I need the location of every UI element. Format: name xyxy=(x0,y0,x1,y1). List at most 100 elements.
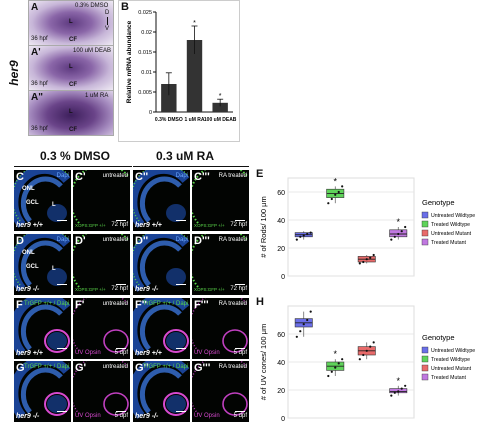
row-header-rule-ra xyxy=(133,166,249,167)
panel-label: F xyxy=(16,299,23,311)
retina-illustration xyxy=(14,298,71,356)
genotype-label: her9 -/- xyxy=(135,413,159,420)
retina-illustration xyxy=(192,298,248,353)
uv-opsin-ring xyxy=(163,329,189,353)
uv-opsin-signal xyxy=(192,298,248,352)
anat-l-label: L xyxy=(69,109,73,115)
data-point xyxy=(334,193,337,196)
treatment-label: RA treated xyxy=(218,364,247,370)
micrograph-panel: D'' Dapi her9 -/- xyxy=(133,234,190,295)
retina-illustration xyxy=(14,234,71,292)
reporter-label: XOPS:GFP +/+ xyxy=(194,287,225,292)
panel-label-a-prime: A' xyxy=(31,47,41,58)
data-point xyxy=(362,353,365,357)
data-point xyxy=(365,349,368,352)
timepoint-label: 5 dpf xyxy=(233,413,247,419)
uv-opsin-ring xyxy=(163,392,189,416)
micrograph-panel: C'' Dapi her9 +/+ xyxy=(133,170,190,231)
data-point xyxy=(302,323,305,326)
scale-bar xyxy=(176,348,186,349)
scale-bar xyxy=(116,348,126,349)
retina-illustration xyxy=(14,170,71,228)
data-point xyxy=(400,230,403,233)
timepoint-label: 5 dpf xyxy=(114,350,128,356)
y-tick-label: 60 xyxy=(277,332,285,339)
micrograph-panel: D' untreated XOPS:GFP +/+ 72 hpf xyxy=(73,234,130,295)
data-point xyxy=(309,310,312,313)
panel-label: G'' xyxy=(135,362,149,374)
panel-label: F''' xyxy=(194,299,209,311)
stain-label: TrGFP +/+ / Dapi xyxy=(143,301,189,307)
uv-opsin-signal xyxy=(73,361,129,415)
chart-b-significance-star: * xyxy=(193,20,196,27)
axis-v-label: V xyxy=(105,26,110,32)
axis-arrow xyxy=(107,17,108,25)
lens xyxy=(166,268,186,286)
embryo-image-deab: A' 100 uM DEAB L 36 hpf CF xyxy=(28,45,114,91)
scale-bar xyxy=(176,220,186,221)
panel-label: F'' xyxy=(135,299,147,311)
layer-label-gcl: GCL xyxy=(26,200,39,206)
panel-label-a-double-prime: A" xyxy=(31,92,43,103)
retina-illustration xyxy=(14,361,71,419)
data-point xyxy=(306,318,309,322)
data-point xyxy=(404,384,407,387)
stain-label: TrGFP +/+ / Dapi xyxy=(24,364,70,370)
chart-b-y-tick-label: 0.01 xyxy=(141,70,152,76)
layer-label-onl: ONL xyxy=(22,186,35,192)
data-point xyxy=(393,391,396,394)
data-point xyxy=(358,358,361,361)
scale-bar xyxy=(116,220,126,221)
lens xyxy=(166,204,186,222)
chart-h-svg: 0 20 40 60 # of UV cones/ 100 μm * * Genotype Un… xyxy=(259,305,475,423)
micrograph-panel: F'' TrGFP +/+ / Dapi her9 +/+ xyxy=(133,298,190,359)
y-axis-label: # of UV cones/ 100 μm xyxy=(259,324,268,400)
data-point xyxy=(334,366,337,369)
scale-bar xyxy=(235,220,245,221)
y-tick-label: 20 xyxy=(277,246,285,253)
layer-label-gcl: GCL xyxy=(26,264,39,270)
treatment-label: untreated xyxy=(102,364,128,370)
y-tick-label: 0 xyxy=(281,416,285,423)
lens xyxy=(47,332,67,350)
data-point xyxy=(295,238,298,241)
y-axis-label: # of Rods/ 100 μm xyxy=(259,196,268,257)
opsin-label: UV Opsin xyxy=(75,413,101,419)
panel-label: C'' xyxy=(135,171,149,183)
panel-label: G''' xyxy=(194,362,211,374)
panel-label: C xyxy=(16,171,24,183)
condition-label: 1 uM RA xyxy=(85,93,109,99)
data-point xyxy=(330,197,333,201)
retina-inner-layer xyxy=(20,304,63,351)
scale-bar xyxy=(116,284,126,285)
stain-label: TrGFP +/+ / Dapi xyxy=(143,364,189,370)
retina-illustration xyxy=(133,298,190,356)
retina-illustration xyxy=(133,170,190,228)
panel-label-a: A xyxy=(31,2,39,13)
legend-swatch xyxy=(421,238,429,246)
scale-bar xyxy=(57,411,67,412)
stain-label: Dapi xyxy=(175,173,188,179)
data-point xyxy=(341,185,344,188)
legend-label: Untreated Wildtype xyxy=(431,348,475,354)
legend-label: Untreated Mutant xyxy=(431,231,472,237)
retina-illustration xyxy=(192,361,248,416)
condition-label: 100 uM DEAB xyxy=(73,48,112,54)
treatment-label: untreated xyxy=(102,173,128,179)
chart-b-category-label: 0.3% DMSO xyxy=(155,117,183,123)
stain-label: Dapi xyxy=(56,237,69,243)
opsin-label: UV Opsin xyxy=(194,350,220,356)
y-tick-label: 40 xyxy=(277,360,285,367)
condition-label: 0.3% DMSO xyxy=(75,3,109,9)
micrograph-panel: D Dapi her9 -/- ONL GCL L xyxy=(14,234,71,295)
timepoint-label: 72 hpf xyxy=(230,286,247,292)
retina-illustration xyxy=(73,298,129,353)
chart-b-y-tick-label: 0.015 xyxy=(138,50,152,56)
legend-swatch xyxy=(421,229,429,237)
retina-outer-layer xyxy=(133,361,190,419)
legend-label: Treated Wildtype xyxy=(431,222,470,228)
opsin-label: UV Opsin xyxy=(75,350,101,356)
scale-bar xyxy=(176,411,186,412)
timepoint-label: 5 dpf xyxy=(114,413,128,419)
layer-label-onl: ONL xyxy=(22,250,35,256)
